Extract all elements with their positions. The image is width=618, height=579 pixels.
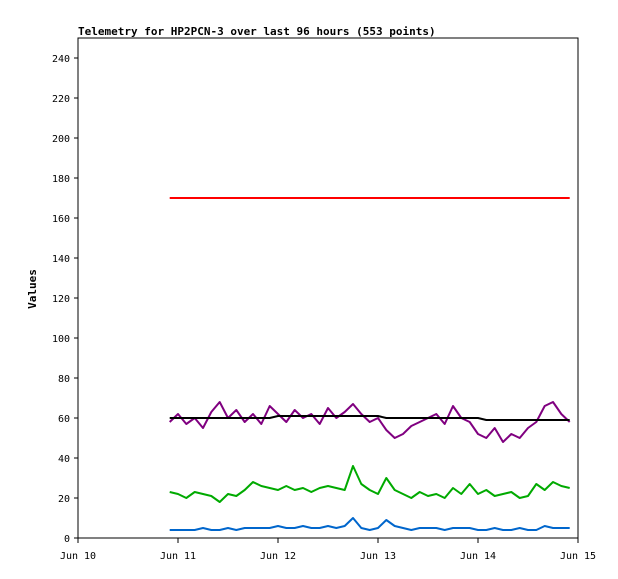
y-tick-label: 160 bbox=[52, 214, 70, 225]
y-axis-label: Values bbox=[26, 269, 39, 309]
x-tick-label: Jun 11 bbox=[160, 551, 196, 562]
y-tick-label: 20 bbox=[58, 494, 70, 505]
series-line-2 bbox=[169, 401, 571, 443]
plot-frame bbox=[77, 37, 579, 539]
x-tick-label: Jun 10 bbox=[60, 551, 96, 562]
y-tick-label: 80 bbox=[58, 374, 70, 385]
series-line-5 bbox=[169, 517, 570, 531]
x-tick-label: Jun 12 bbox=[260, 551, 296, 562]
x-axis: Jun 10 Jun 11 Jun 12 Jun 13 Jun 14 Jun 15 bbox=[60, 538, 596, 562]
y-tick-label: 140 bbox=[52, 254, 70, 265]
y-tick-label: 40 bbox=[58, 454, 70, 465]
y-tick-label: 220 bbox=[52, 94, 70, 105]
x-tick-label: Jun 15 bbox=[560, 551, 596, 562]
series-line-3 bbox=[169, 415, 570, 421]
y-tick-label: 200 bbox=[52, 134, 70, 145]
y-axis: 0 20 40 60 80 100 120 140 160 180 200 220 240 bbox=[52, 54, 78, 545]
y-tick-label: 0 bbox=[64, 534, 70, 545]
y-tick-label: 120 bbox=[52, 294, 70, 305]
chart-title: Telemetry for HP2PCN-3 over last 96 hour… bbox=[78, 25, 436, 38]
y-tick-label: 60 bbox=[58, 414, 70, 425]
x-tick-label: Jun 14 bbox=[460, 551, 496, 562]
x-tick-label: Jun 13 bbox=[360, 551, 396, 562]
series-line-4 bbox=[169, 465, 570, 503]
y-tick-label: 100 bbox=[52, 334, 70, 345]
series-layer bbox=[169, 197, 571, 531]
y-tick-label: 180 bbox=[52, 174, 70, 185]
y-tick-label: 240 bbox=[52, 54, 70, 65]
